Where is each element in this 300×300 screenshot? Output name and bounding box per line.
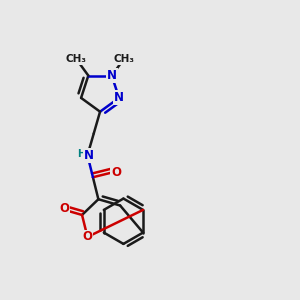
Text: O: O [111,166,121,178]
Text: N: N [107,69,117,82]
Text: N: N [114,92,124,104]
Text: H: H [77,149,86,159]
Text: O: O [59,202,69,215]
Text: CH₃: CH₃ [113,54,134,64]
Text: N: N [84,149,94,162]
Text: O: O [82,230,92,244]
Text: CH₃: CH₃ [66,54,87,64]
